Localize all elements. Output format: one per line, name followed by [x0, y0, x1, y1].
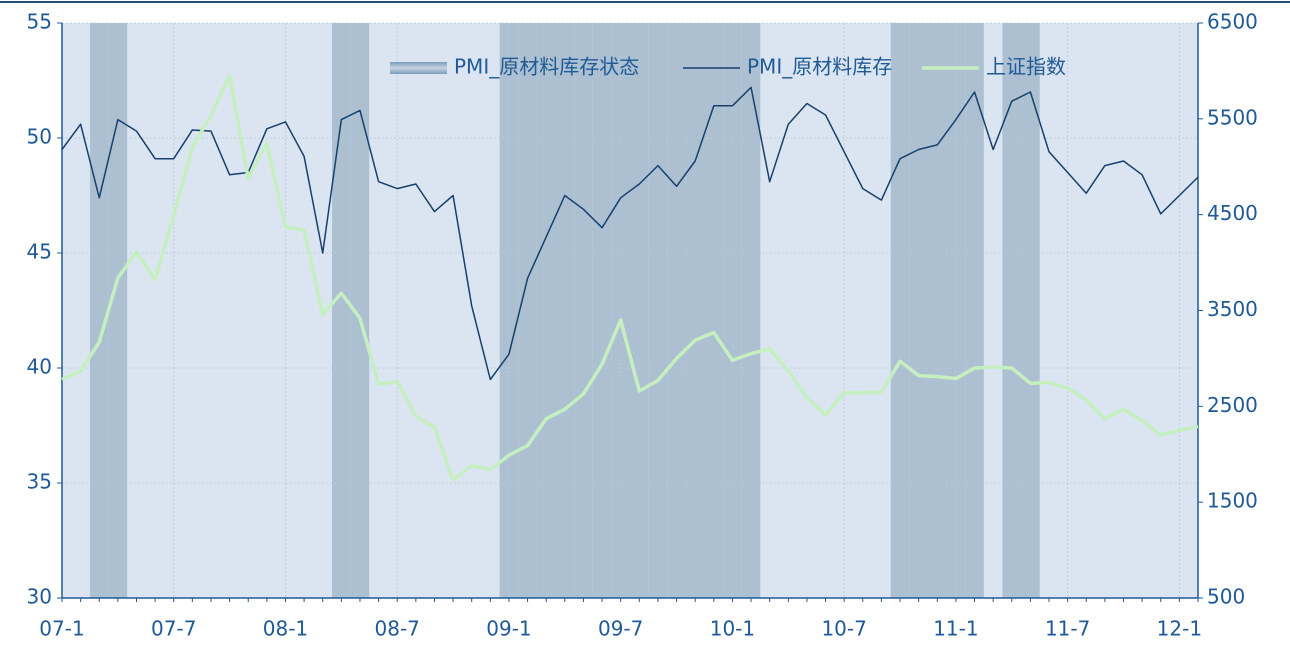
y2-tick-label: 3500 — [1207, 297, 1258, 321]
state-band — [71, 23, 90, 598]
state-band — [1077, 23, 1096, 598]
state-band — [62, 23, 71, 598]
state-band — [258, 23, 277, 598]
y-tick-label: 55 — [27, 10, 52, 34]
x-tick-label: 08-7 — [375, 617, 420, 641]
y-tick-label: 35 — [27, 470, 52, 494]
state-band — [1040, 23, 1059, 598]
y2-tick-label: 2500 — [1207, 393, 1258, 417]
y-tick-label: 45 — [27, 240, 52, 264]
state-band — [1096, 23, 1115, 598]
state-band — [946, 23, 966, 598]
x-tick-label: 09-1 — [486, 617, 531, 641]
x-tick-label: 07-1 — [39, 617, 84, 641]
state-band — [574, 23, 593, 598]
state-band — [816, 23, 835, 598]
x-tick-label: 10-7 — [821, 617, 866, 641]
x-tick-label: 08-1 — [263, 617, 308, 641]
state-band — [592, 23, 612, 598]
state-band — [1151, 23, 1170, 598]
x-tick-label: 12-1 — [1157, 617, 1202, 641]
y2-tick-label: 1500 — [1207, 489, 1258, 513]
series-line — [61, 73, 1199, 482]
state-band — [648, 23, 668, 598]
state-band — [239, 23, 258, 598]
state-band — [146, 23, 165, 598]
state-band — [798, 23, 817, 598]
y2-tick-label: 500 — [1207, 585, 1245, 609]
state-band — [1002, 23, 1022, 598]
state-band — [630, 23, 649, 598]
y-tick-label: 30 — [27, 585, 52, 609]
legend-label: PMI_原材料库存状态 — [454, 55, 639, 79]
state-band — [965, 23, 984, 598]
state-band — [890, 23, 910, 598]
state-band — [425, 23, 444, 598]
state-band — [183, 23, 202, 598]
state-band — [332, 23, 351, 598]
state-band — [89, 23, 109, 598]
state-band — [779, 23, 798, 598]
legend-label: PMI_原材料库存 — [747, 55, 892, 79]
y-tick-label: 50 — [27, 125, 52, 149]
y2-tick-label: 4500 — [1207, 201, 1258, 225]
state-band — [685, 23, 705, 598]
state-band — [369, 23, 388, 598]
x-tick-label: 11-1 — [933, 617, 978, 641]
state-band — [407, 23, 426, 598]
state-band — [518, 23, 537, 598]
state-band — [611, 23, 630, 598]
x-tick-label: 11-7 — [1045, 617, 1090, 641]
state-band — [555, 23, 575, 598]
state-band — [444, 23, 463, 598]
series-line — [61, 86, 1199, 381]
y2-tick-label: 5500 — [1207, 105, 1258, 129]
legend-label: 上证指数 — [986, 55, 1066, 79]
y-tick-label: 40 — [27, 355, 52, 379]
state-band — [462, 23, 481, 598]
state-band — [872, 23, 891, 598]
state-band — [704, 23, 724, 598]
state-band — [295, 23, 314, 598]
state-band — [853, 23, 872, 598]
state-band — [202, 23, 221, 598]
state-band — [667, 23, 686, 598]
state-band — [1114, 23, 1133, 598]
state-band — [723, 23, 742, 598]
state-band — [1189, 23, 1198, 598]
state-band — [1133, 23, 1152, 598]
state-band — [927, 23, 947, 598]
state-band — [127, 23, 146, 598]
legend-swatch — [390, 62, 447, 74]
state-band — [536, 23, 556, 598]
state-band — [984, 23, 1003, 598]
y2-tick-label: 6500 — [1207, 10, 1258, 34]
state-band — [1021, 23, 1040, 598]
x-tick-label: 07-7 — [151, 617, 196, 641]
state-band — [350, 23, 370, 598]
x-tick-label: 09-7 — [598, 617, 643, 641]
state-band — [481, 23, 500, 598]
state-band — [760, 23, 779, 598]
state-band — [909, 23, 928, 598]
x-tick-label: 10-1 — [710, 617, 755, 641]
state-band — [108, 23, 128, 598]
state-band — [741, 23, 761, 598]
